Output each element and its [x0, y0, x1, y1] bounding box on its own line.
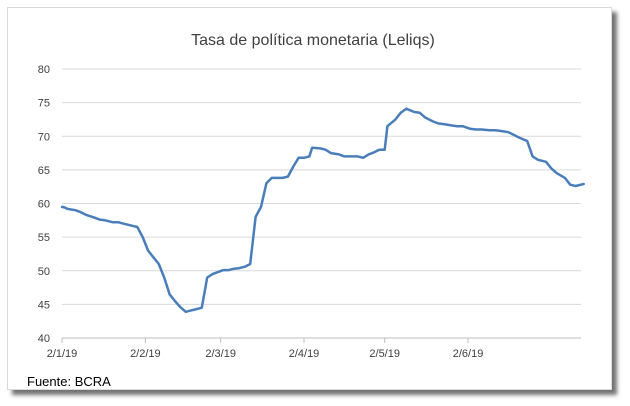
chart-title: Tasa de política monetaria (Leliqs) [191, 32, 435, 49]
y-tick-label: 75 [38, 98, 50, 110]
chart-frame: Tasa de política monetaria (Leliqs) 40 45… [7, 7, 612, 390]
series-line [60, 107, 585, 314]
x-tick-label: 2/4/19 [289, 348, 320, 360]
x-tick-label: 2/5/19 [369, 348, 400, 360]
x-tick-label: 2/2/19 [130, 348, 161, 360]
line-chart: Tasa de política monetaria (Leliqs) 40 45… [38, 32, 585, 360]
x-tick-label: 2/1/19 [47, 348, 78, 360]
y-tick-label: 80 [38, 64, 50, 76]
source-note: Fuente: BCRA [27, 374, 111, 389]
y-tick-label: 50 [38, 266, 50, 278]
x-tick-label: 2/6/19 [453, 348, 484, 360]
y-tick-label: 45 [38, 299, 50, 311]
y-tick-label: 40 [38, 333, 50, 345]
x-tick-label: 2/3/19 [205, 348, 236, 360]
y-tick-label: 55 [38, 232, 50, 244]
y-tick-label: 70 [38, 131, 50, 143]
y-tick-label: 60 [38, 199, 50, 211]
y-tick-label: 65 [38, 165, 50, 177]
